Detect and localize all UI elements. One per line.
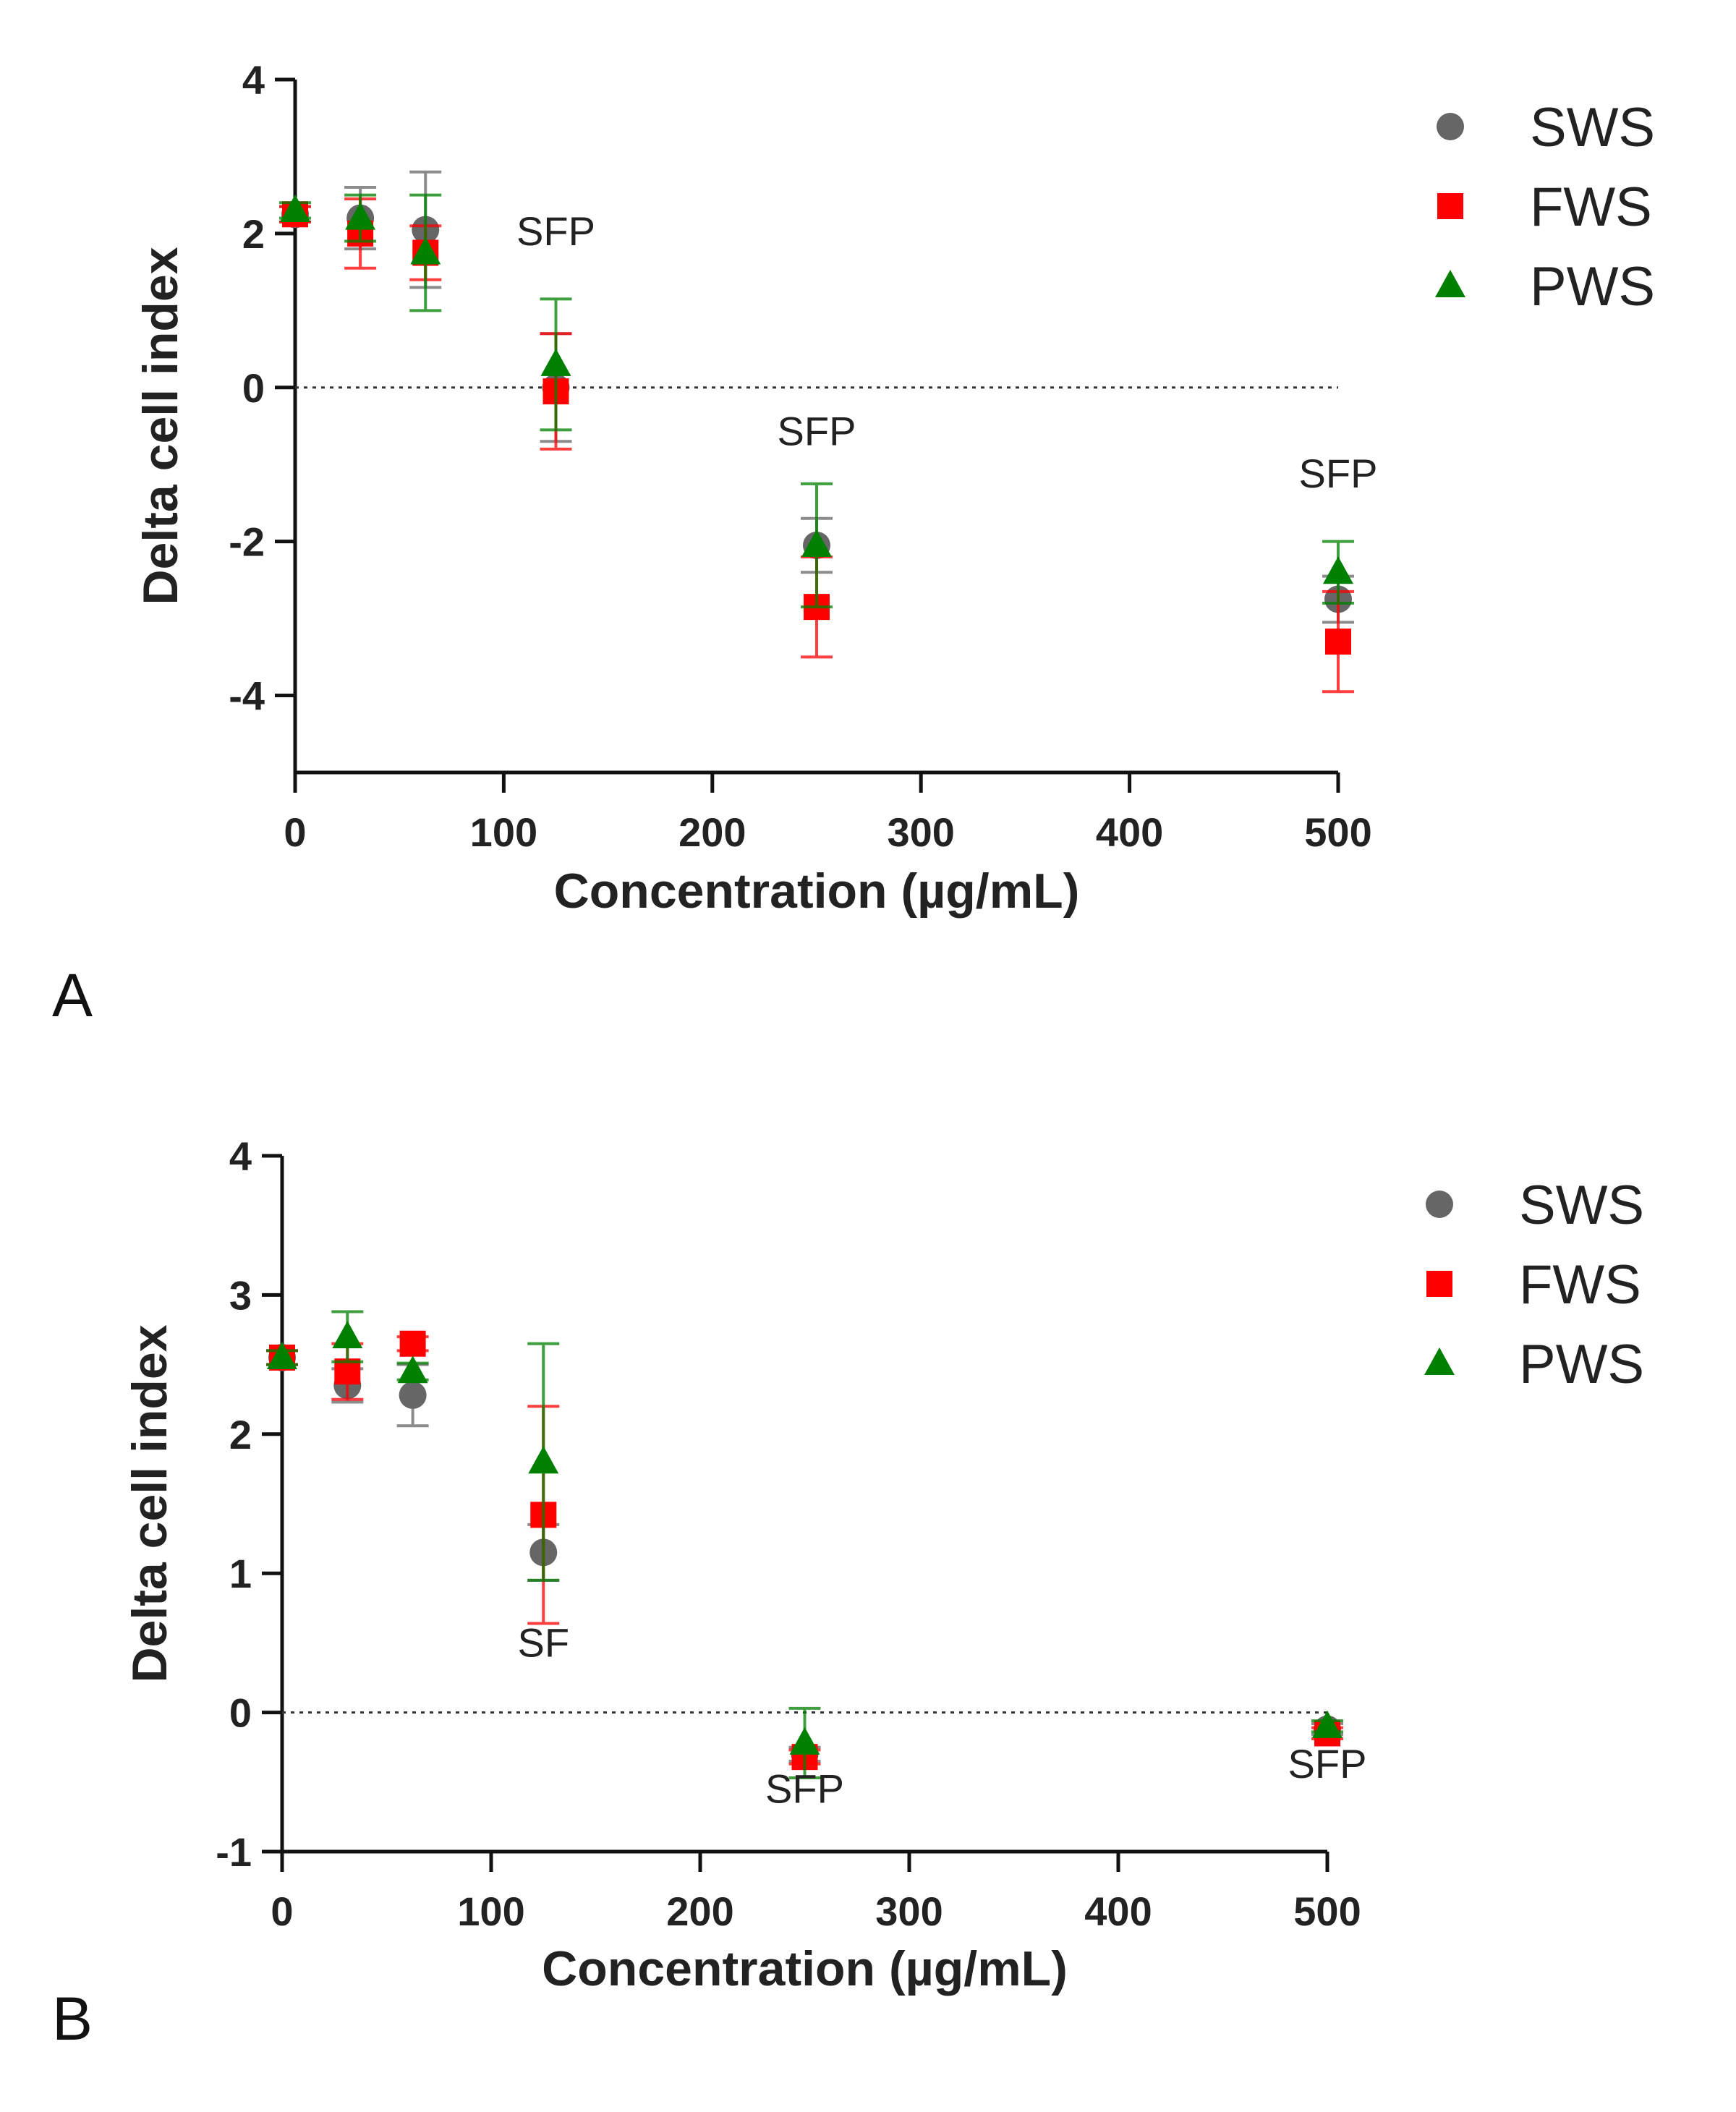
significance-annotation: SF	[517, 1620, 569, 1666]
panel-letter: B	[52, 1985, 93, 2053]
legend-marker-fws	[1426, 1271, 1452, 1297]
legend: SWS FWS PWS	[1435, 97, 1655, 318]
y-tick-label: -2	[229, 519, 265, 565]
significance-annotation: SFP	[1299, 451, 1378, 496]
significance-annotation: SFP	[778, 409, 856, 454]
x-tick-label: 200	[678, 809, 746, 855]
data-point-pws	[789, 1726, 820, 1755]
legend-marker-pws	[1424, 1347, 1455, 1375]
series-sws	[266, 1343, 1343, 1768]
panel-a: -4 -2 0 2 4 0 100 200 300 400 500 Concentration (µg…	[52, 57, 1655, 1029]
data-point-sws	[399, 1381, 427, 1409]
data-point-pws	[332, 1321, 363, 1349]
panel-b: -1 0 1 2 3 4 0 100 200 300 400 500 Concentration (µg…	[52, 1133, 1644, 2053]
y-tick-label: 0	[242, 365, 265, 411]
data-point-pws	[410, 237, 441, 265]
legend-marker-fws	[1437, 193, 1463, 219]
y-tick-label: 2	[229, 1412, 252, 1457]
y-axis-label: Delta cell index	[133, 247, 188, 605]
x-tick-label: 500	[1293, 1889, 1361, 1934]
x-tick-label: 100	[457, 1889, 524, 1934]
data-point-pws	[801, 529, 832, 557]
legend-marker-sws	[1437, 113, 1464, 140]
x-tick-label: 0	[284, 809, 306, 855]
data-point-pws	[528, 1446, 559, 1474]
y-tick-label: 4	[242, 57, 265, 103]
panel-letter: A	[52, 961, 93, 1029]
legend: SWS FWS PWS	[1424, 1175, 1644, 1395]
legend-marker-sws	[1426, 1191, 1453, 1218]
legend-label-fws: FWS	[1519, 1254, 1641, 1316]
x-tick-label: 400	[1084, 1889, 1152, 1934]
x-tick-label: 300	[887, 809, 954, 855]
legend-marker-pws	[1435, 270, 1465, 297]
legend-label-fws: FWS	[1530, 176, 1652, 238]
significance-annotation: SFP	[516, 208, 595, 254]
data-point-pws	[280, 194, 310, 222]
y-tick-label: 2	[242, 211, 265, 257]
x-tick-label: 400	[1096, 809, 1163, 855]
legend-label-sws: SWS	[1530, 97, 1655, 158]
x-tick-label: 300	[875, 1889, 943, 1934]
significance-annotation: SFP	[765, 1766, 844, 1812]
y-tick-label: -1	[216, 1829, 252, 1875]
legend-label-pws: PWS	[1530, 256, 1655, 318]
x-tick-label: 100	[470, 809, 537, 855]
data-point-pws	[540, 348, 571, 376]
data-point-pws	[397, 1355, 428, 1384]
x-axis-label: Concentration (µg/mL)	[554, 864, 1080, 919]
data-point-fws	[1325, 629, 1351, 655]
legend-label-sws: SWS	[1519, 1175, 1644, 1236]
data-point-pws	[267, 1341, 297, 1369]
series-pws	[266, 1310, 1343, 1780]
y-tick-label: 0	[229, 1690, 252, 1736]
y-tick-label: -4	[229, 673, 265, 719]
data-point-pws	[345, 202, 376, 230]
data-point-pws	[1323, 556, 1353, 584]
data-point-pws	[1312, 1710, 1343, 1738]
x-axis-label: Concentration (µg/mL)	[542, 1941, 1068, 1996]
significance-annotation: SFP	[1288, 1741, 1367, 1787]
x-tick-label: 500	[1304, 809, 1371, 855]
y-axis-label: Delta cell index	[122, 1324, 177, 1682]
series-fws	[266, 1330, 1343, 1771]
legend-label-pws: PWS	[1519, 1334, 1644, 1395]
y-tick-label: 4	[229, 1133, 252, 1179]
x-tick-label: 200	[666, 1889, 733, 1934]
x-tick-label: 0	[271, 1889, 293, 1934]
data-point-fws	[399, 1330, 426, 1357]
series-pws	[279, 193, 1354, 609]
y-tick-label: 1	[229, 1551, 252, 1596]
y-tick-label: 3	[229, 1272, 252, 1318]
